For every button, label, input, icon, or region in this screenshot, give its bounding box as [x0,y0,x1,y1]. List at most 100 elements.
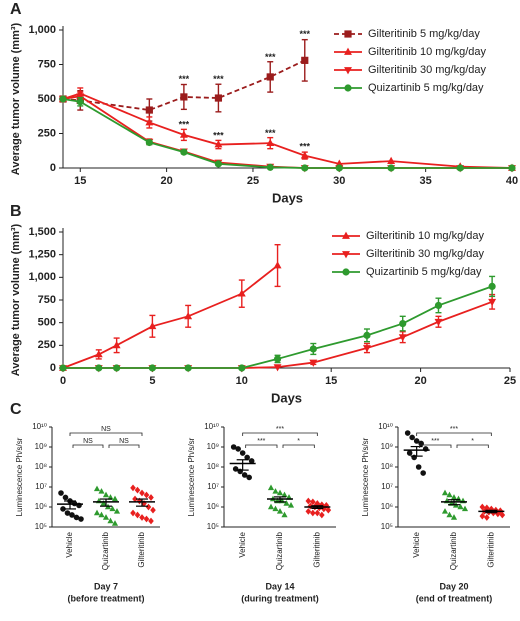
x-tick-label: Gilteritinib [312,531,321,567]
marker [95,364,103,372]
marker [420,470,426,476]
marker [363,345,371,353]
bracket [242,432,318,436]
marker [150,506,156,514]
marker [309,345,317,353]
y-tick-label: 10⁹ [381,442,393,451]
marker [244,454,250,461]
y-tick-label: 0 [50,362,56,374]
marker [69,512,75,518]
error-bar [64,500,76,510]
x-tick-label: 20 [414,375,426,387]
marker [139,514,145,521]
marker [335,159,344,167]
marker [342,231,350,239]
marker [107,517,114,524]
marker [248,458,255,464]
marker [132,495,138,503]
y-axis-label: Average tumor volume (mm³) [10,22,22,175]
y-tick-label: 10⁶ [207,502,219,511]
y-tick-label: 10¹⁰ [32,422,47,431]
marker [267,484,275,491]
bracket [282,444,315,448]
y-tick-label: 750 [38,58,56,70]
marker [58,490,64,496]
error-bar [236,459,249,471]
legend-label: Gilteritinib 10 mg/kg/day [366,230,484,242]
y-tick-label: 1,500 [28,226,56,238]
marker [59,364,67,372]
marker [508,164,516,172]
marker [235,446,241,452]
y-tick-label: 250 [38,127,56,139]
marker [446,511,453,518]
marker [314,509,321,517]
error-bar [311,505,324,510]
marker [404,430,411,436]
marker [62,494,69,501]
marker [76,98,84,106]
y-tick-label: 1,250 [28,249,56,261]
marker [446,491,453,498]
marker [148,517,154,525]
marker [272,488,279,494]
panel-letter: C [10,401,22,418]
annotation: *** [265,128,276,138]
marker [325,506,332,514]
x-tick-label: Vehicle [65,531,74,557]
marker [100,500,107,506]
error-bar [274,496,286,503]
marker [398,334,407,342]
marker [287,502,295,508]
marker [457,503,464,510]
x-tick-label: 20 [160,175,172,187]
marker [434,301,443,310]
x-tick-label: Gilteritinib [137,531,146,567]
marker [93,509,101,516]
y-tick-label: 1,000 [28,271,56,283]
annotation: *** [265,52,276,62]
marker [387,164,395,172]
marker [130,509,136,517]
marker [300,151,309,159]
comparison-label: * [297,438,300,445]
marker [60,506,66,512]
marker [180,148,188,156]
marker [434,318,443,327]
marker [111,520,119,526]
marker [441,489,449,496]
annotation: *** [300,29,311,39]
y-tick-label: 0 [50,162,56,174]
x-tick-label: 5 [149,375,155,387]
marker [272,505,279,512]
marker [107,494,114,500]
series-line [62,98,512,169]
x-tick-label: 35 [420,175,432,187]
bracket [108,444,140,448]
marker [98,511,105,518]
error-bar [410,445,423,457]
y-tick-label: 10⁵ [381,522,393,531]
marker [180,93,188,101]
marker [399,319,407,328]
marker [281,491,288,498]
x-tick-label: 10 [236,375,248,387]
comparison-label: *** [450,426,458,433]
marker [319,511,325,519]
x-axis-label: (before treatment) [67,593,144,603]
annotation: *** [179,120,190,130]
bracket [245,444,278,448]
marker [488,298,497,307]
bracket [419,444,452,448]
marker [273,355,282,363]
x-axis-label: Day 14 [265,581,294,591]
marker [413,438,420,444]
marker [214,160,223,168]
marker [238,364,246,372]
marker [266,163,274,171]
comparison-label: NS [119,438,129,445]
marker [73,514,80,521]
y-tick-label: 10⁷ [207,482,219,491]
y-tick-label: 10⁸ [381,462,393,471]
comparison-label: *** [431,438,439,445]
